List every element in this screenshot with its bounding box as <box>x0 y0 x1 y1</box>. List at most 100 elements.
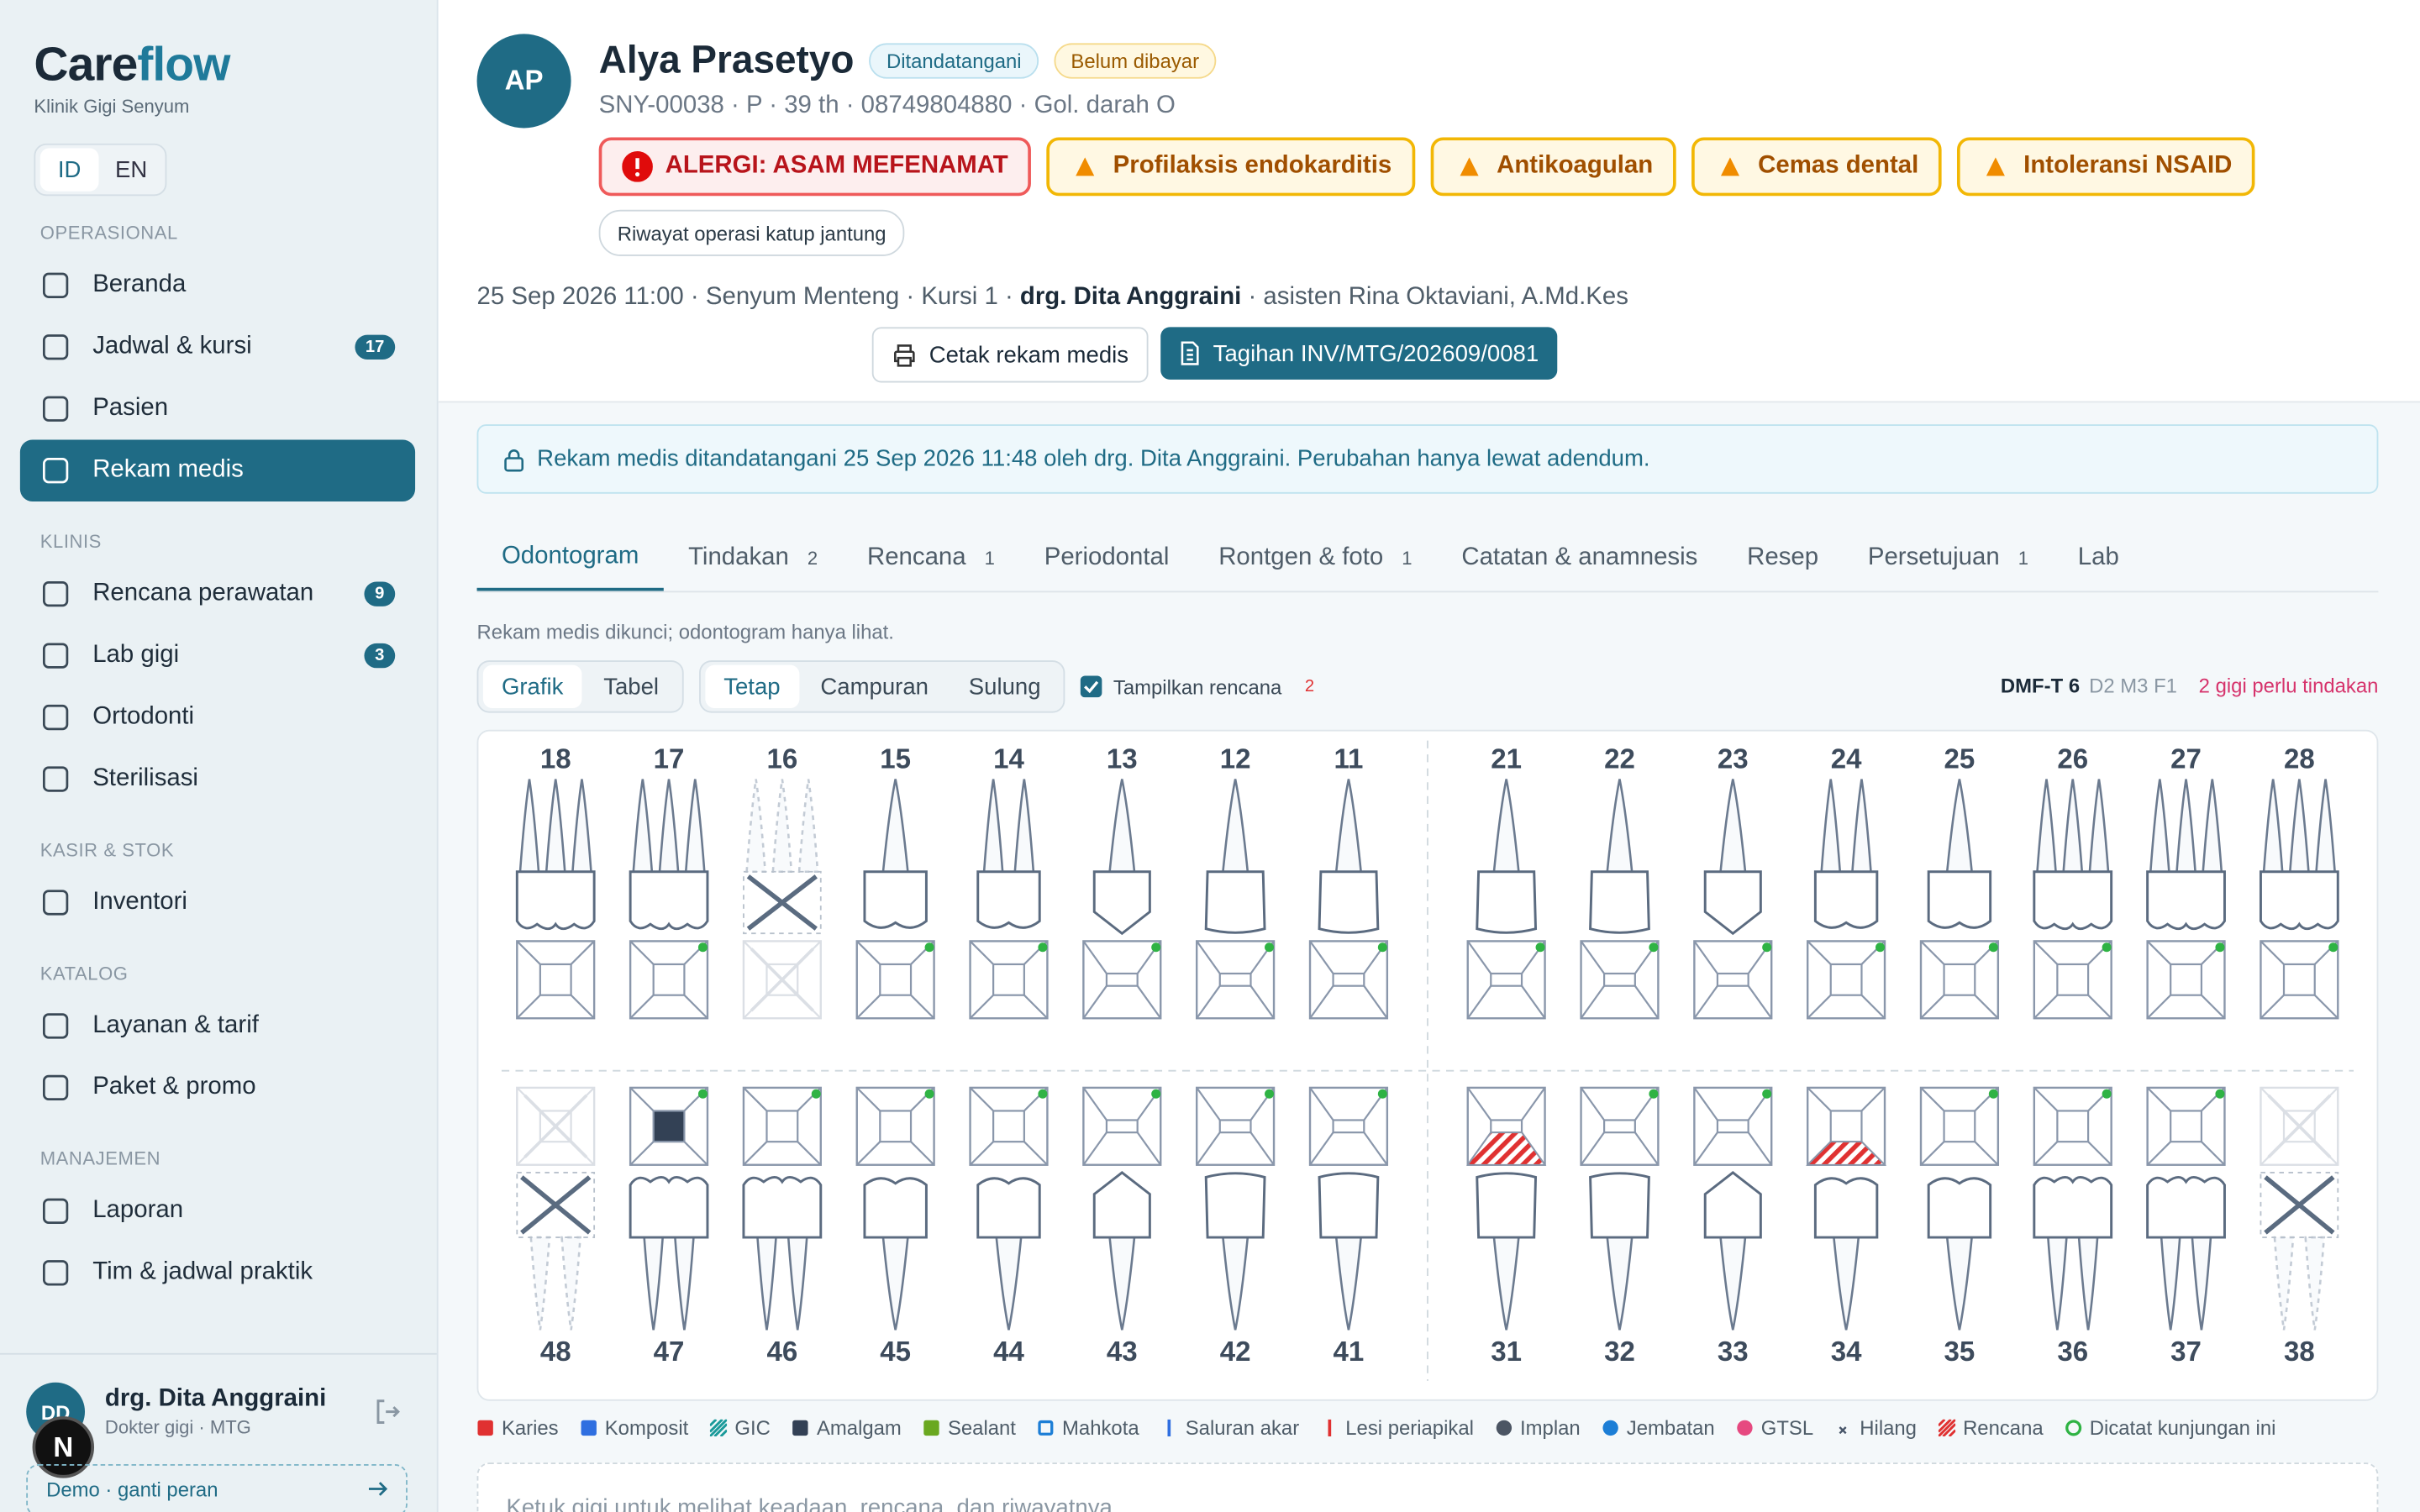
invoice-icon <box>1181 341 1199 365</box>
tooth[interactable]: 22 <box>1580 744 1660 1020</box>
surface-chart <box>1196 940 1276 1020</box>
surface-chart <box>2146 1086 2226 1166</box>
tab[interactable]: Tindakan 2 <box>664 524 843 591</box>
surface-chart <box>1919 940 2000 1020</box>
tooth[interactable]: 23 <box>1693 744 1773 1020</box>
segment[interactable]: Tabel <box>603 673 660 700</box>
segment[interactable]: Tetap <box>705 664 799 709</box>
nav-item[interactable]: Lab gigi 3 <box>20 625 415 686</box>
surface-inner <box>2056 1110 2090 1143</box>
segment[interactable]: Campuran <box>820 673 929 700</box>
tooth[interactable]: 14 <box>969 744 1049 1020</box>
surface-lines <box>969 1087 1049 1166</box>
tooth[interactable]: 28 <box>2259 744 2339 1020</box>
surface-inner <box>1490 1119 1523 1134</box>
tooth[interactable]: 15 <box>855 744 935 1020</box>
nav-item[interactable]: Paket & promo <box>20 1057 415 1118</box>
nav-item[interactable]: Laporan <box>20 1180 415 1242</box>
print-button[interactable]: Cetak rekam medis <box>871 327 1149 383</box>
legend-marker <box>792 1420 808 1436</box>
tooth[interactable]: 31 <box>1465 1086 1547 1368</box>
tooth-number: 46 <box>766 1336 797 1368</box>
logout-icon[interactable] <box>373 1398 401 1425</box>
tooth[interactable]: 26 <box>2033 744 2113 1020</box>
nav-item[interactable]: Layanan & tarif <box>20 995 415 1057</box>
tooth[interactable]: 27 <box>2146 744 2226 1020</box>
tooth[interactable]: 46 <box>742 1086 823 1368</box>
invoice-button[interactable]: Tagihan INV/MTG/202609/0081 <box>1160 327 1558 380</box>
crown <box>1703 1171 1762 1239</box>
tooth[interactable]: 36 <box>2033 1086 2113 1368</box>
crown <box>976 870 1041 929</box>
root <box>1945 1236 1974 1331</box>
surface-inner <box>539 963 572 996</box>
legend-label: Amalgam <box>816 1416 902 1440</box>
tooth[interactable]: 33 <box>1693 1086 1773 1368</box>
nav-item[interactable]: Ortodonti <box>20 686 415 748</box>
tooth[interactable]: 44 <box>969 1086 1049 1368</box>
demo-box[interactable]: Demo · ganti peran <box>26 1464 408 1512</box>
tooth[interactable]: 21 <box>1466 744 1546 1020</box>
recorded-dot <box>1762 1089 1772 1099</box>
nav-item[interactable]: Tim & jadwal praktik <box>20 1242 415 1304</box>
tab[interactable]: Persetujuan 1 <box>1843 524 2053 591</box>
segment[interactable]: Sulung <box>968 673 1041 700</box>
tooth[interactable]: 48 <box>516 1086 596 1368</box>
root <box>2077 1236 2099 1331</box>
tab[interactable]: Catatan & anamnesis <box>1437 524 1723 591</box>
surface-chart <box>969 1086 1049 1166</box>
surface-chart <box>629 1086 709 1166</box>
tooth[interactable]: 11 <box>1308 744 1389 1020</box>
tooth[interactable]: 34 <box>1805 1086 1887 1368</box>
tab[interactable]: Odontogram <box>476 524 664 591</box>
nav-item[interactable]: Beranda <box>20 255 415 316</box>
nav-item[interactable]: Sterilisasi <box>20 748 415 810</box>
legend-label: GIC <box>734 1416 771 1440</box>
tooth[interactable]: 37 <box>2146 1086 2226 1368</box>
icon-shape <box>42 890 69 916</box>
tooth[interactable]: 38 <box>2260 1086 2339 1368</box>
tab[interactable]: Rontgen & foto 1 <box>1194 524 1437 591</box>
tooth[interactable]: 42 <box>1196 1086 1276 1368</box>
tooth[interactable]: 17 <box>629 744 709 1020</box>
tooth[interactable]: 32 <box>1580 1086 1660 1368</box>
lang-option[interactable]: EN <box>114 156 148 183</box>
surface-lines <box>855 940 935 1020</box>
tooth[interactable]: 41 <box>1308 1086 1389 1368</box>
tooth[interactable]: 16 <box>742 744 822 1020</box>
tab[interactable]: Rencana 1 <box>843 524 1020 591</box>
crown <box>976 1177 1041 1239</box>
dmft-detail: D2 M3 F1 <box>2089 674 2177 698</box>
tab[interactable]: Periodontal <box>1019 524 1193 591</box>
nav-item[interactable]: Rencana perawatan 9 <box>20 563 415 624</box>
tab[interactable]: Lab <box>2053 524 2144 591</box>
surface-chart <box>1580 1086 1660 1166</box>
tooth-number: 43 <box>1107 1336 1138 1368</box>
tooth[interactable]: 47 <box>629 1086 709 1368</box>
tooth[interactable]: 45 <box>855 1086 935 1368</box>
tooth[interactable]: 24 <box>1806 744 1886 1020</box>
lang-option[interactable]: ID <box>39 148 99 192</box>
launcher[interactable]: N <box>32 1416 95 1478</box>
nav-item[interactable]: Jadwal & kursi 17 <box>20 317 415 378</box>
legend-item: Implan <box>1496 1416 1581 1440</box>
nav-item[interactable]: Inventori <box>20 872 415 933</box>
tooth[interactable]: 13 <box>1082 744 1162 1020</box>
tooth[interactable]: 18 <box>515 744 596 1020</box>
tooth[interactable]: 25 <box>1919 744 2000 1020</box>
tooth-detail: Ketuk gigi untuk melihat keadaan, rencan… <box>476 1462 2379 1512</box>
nav-item[interactable]: Rekam medis <box>19 439 416 501</box>
tooth[interactable]: 12 <box>1196 744 1276 1020</box>
surface-lines <box>516 1087 595 1166</box>
surface-chart <box>1082 940 1162 1020</box>
missing-mark <box>746 874 818 931</box>
segment[interactable]: Grafik <box>482 664 582 709</box>
plan-toggle[interactable]: Tampilkan rencana 2 <box>1081 675 1314 698</box>
tab[interactable]: Resep <box>1723 524 1844 591</box>
sidebar: Careflow Klinik Gigi Senyum ID EN OPERAS… <box>0 0 439 1512</box>
surface-outer <box>1580 1086 1660 1166</box>
nav-badge: 9 <box>364 581 396 606</box>
tooth[interactable]: 43 <box>1082 1086 1162 1368</box>
tooth[interactable]: 35 <box>1919 1086 2000 1368</box>
nav-item[interactable]: Pasien <box>20 378 415 439</box>
